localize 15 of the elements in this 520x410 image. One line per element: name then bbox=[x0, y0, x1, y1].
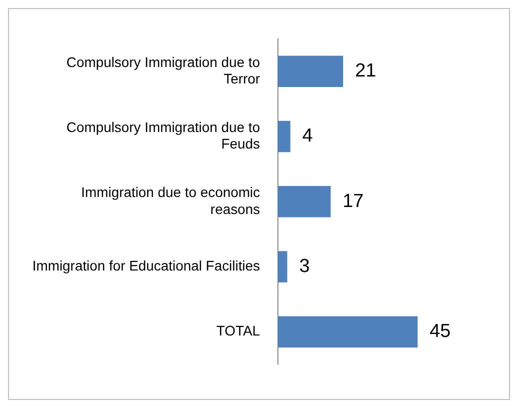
y-tick-label: TOTAL bbox=[216, 322, 260, 339]
y-tick-label: Compulsory Immigration due to Terror bbox=[66, 54, 260, 87]
data-label: 21 bbox=[355, 60, 376, 82]
bar bbox=[278, 186, 331, 218]
bar bbox=[278, 120, 290, 152]
y-tick-label: Immigration for Educational Facilities bbox=[32, 258, 260, 274]
bar bbox=[278, 251, 288, 282]
bar bbox=[278, 56, 344, 88]
y-tick-label: Immigration due to economic reasons bbox=[81, 184, 260, 217]
data-label: 4 bbox=[302, 126, 313, 147]
data-label: 45 bbox=[430, 321, 451, 342]
bar bbox=[278, 316, 418, 348]
data-label: 17 bbox=[342, 190, 364, 212]
y-tick-label: Compulsory Immigration due to Feuds bbox=[66, 118, 260, 152]
data-label: 3 bbox=[299, 256, 310, 277]
